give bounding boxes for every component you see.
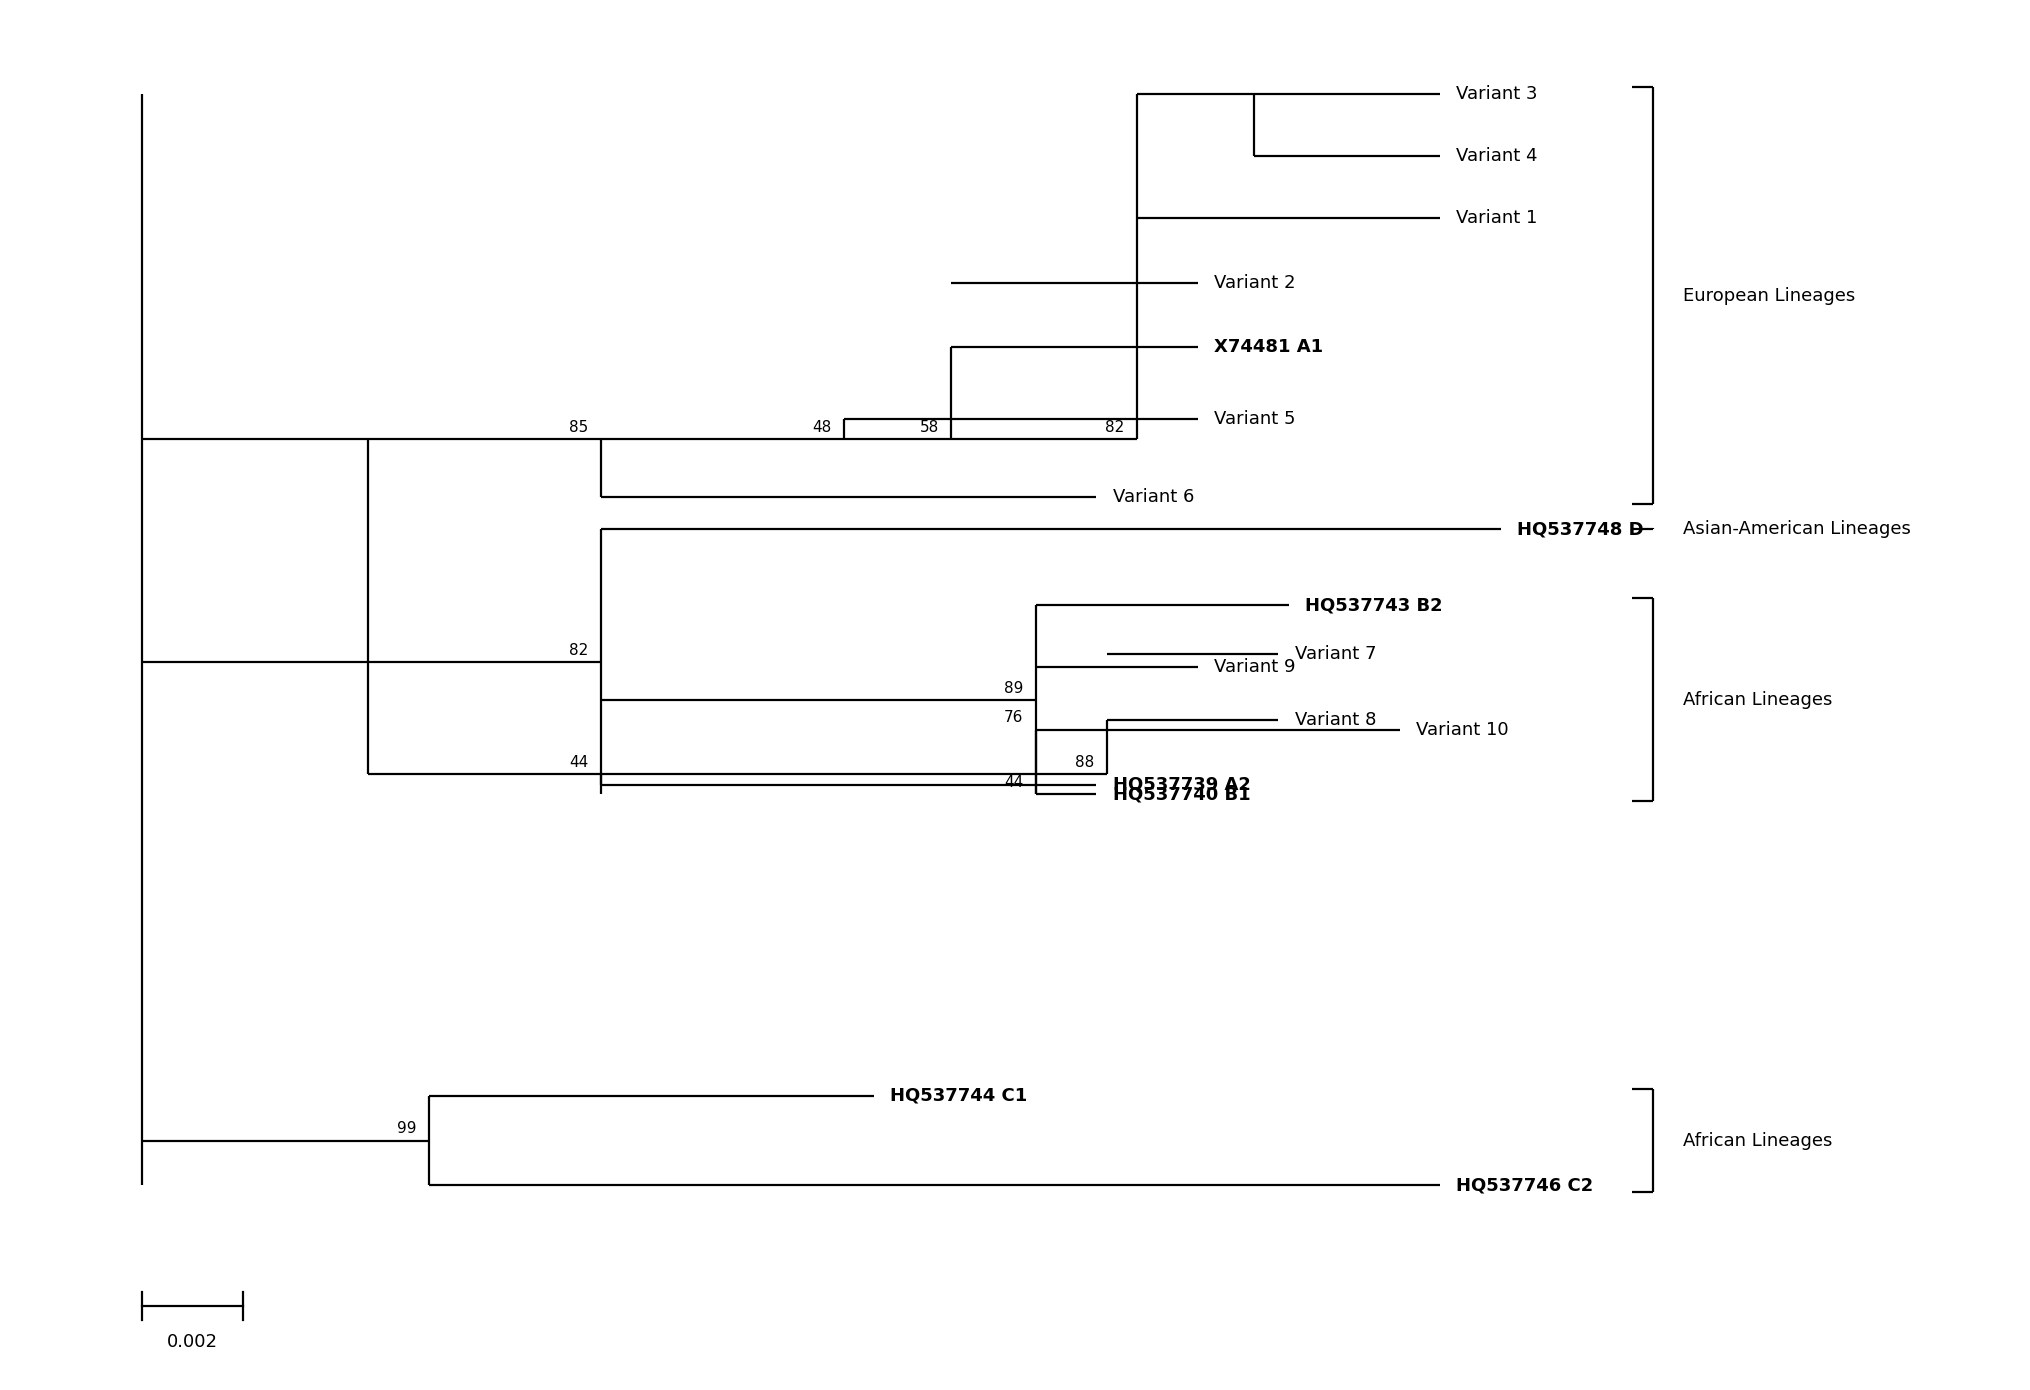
Text: European Lineages: European Lineages — [1683, 286, 1853, 304]
Text: X74481 A1: X74481 A1 — [1214, 338, 1322, 356]
Text: 58: 58 — [920, 420, 938, 435]
Text: Variant 5: Variant 5 — [1214, 410, 1295, 428]
Text: HQ537740 B1: HQ537740 B1 — [1112, 785, 1250, 803]
Text: HQ537748 D: HQ537748 D — [1516, 520, 1642, 538]
Text: Variant 6: Variant 6 — [1112, 488, 1194, 506]
Text: 44: 44 — [1005, 776, 1023, 791]
Text: 85: 85 — [568, 420, 589, 435]
Text: Variant 3: Variant 3 — [1456, 85, 1537, 103]
Text: 82: 82 — [1104, 420, 1125, 435]
Text: Variant 7: Variant 7 — [1293, 645, 1376, 663]
Text: 76: 76 — [1003, 710, 1023, 726]
Text: 48: 48 — [812, 420, 830, 435]
Text: Asian-American Lineages: Asian-American Lineages — [1683, 520, 1910, 538]
Text: HQ537743 B2: HQ537743 B2 — [1303, 596, 1441, 614]
Text: 82: 82 — [568, 642, 589, 657]
Text: HQ537739 A2: HQ537739 A2 — [1112, 776, 1250, 794]
Text: 88: 88 — [1074, 755, 1094, 770]
Text: 0.002: 0.002 — [166, 1333, 217, 1351]
Text: Variant 10: Variant 10 — [1415, 720, 1508, 738]
Text: 99: 99 — [398, 1122, 416, 1137]
Text: 89: 89 — [1003, 681, 1023, 695]
Text: Variant 2: Variant 2 — [1214, 274, 1295, 292]
Text: HQ537744 C1: HQ537744 C1 — [889, 1087, 1027, 1105]
Text: Variant 1: Variant 1 — [1456, 210, 1537, 228]
Text: Variant 4: Variant 4 — [1456, 147, 1537, 165]
Text: HQ537746 C2: HQ537746 C2 — [1456, 1176, 1594, 1194]
Text: Variant 8: Variant 8 — [1293, 710, 1376, 728]
Text: Variant 9: Variant 9 — [1214, 659, 1295, 677]
Text: African Lineages: African Lineages — [1683, 1131, 1831, 1150]
Text: African Lineages: African Lineages — [1683, 691, 1831, 709]
Text: 44: 44 — [568, 755, 589, 770]
